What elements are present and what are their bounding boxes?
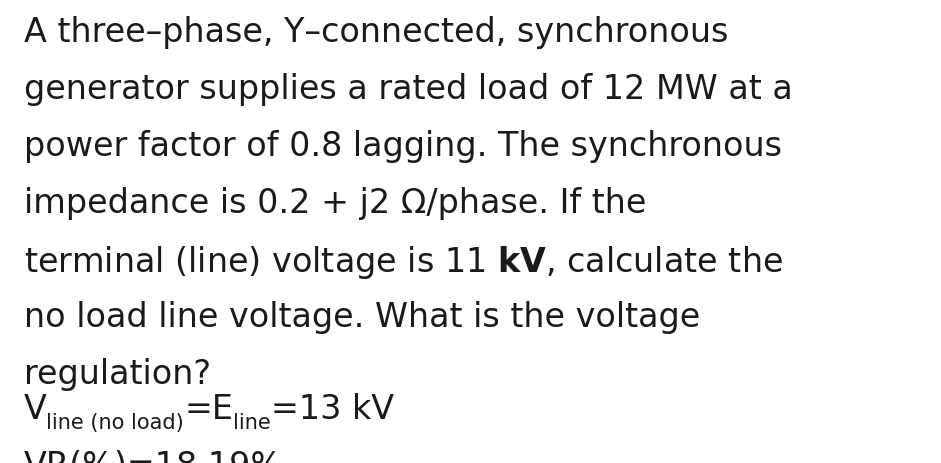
Text: impedance is 0.2 + j2 Ω/phase. If the: impedance is 0.2 + j2 Ω/phase. If the bbox=[24, 187, 646, 220]
Text: V: V bbox=[24, 394, 46, 426]
Text: generator supplies a rated load of 12 MW at a: generator supplies a rated load of 12 MW… bbox=[24, 73, 792, 106]
Text: power factor of 0.8 lagging. The synchronous: power factor of 0.8 lagging. The synchro… bbox=[24, 130, 782, 163]
Text: regulation?: regulation? bbox=[24, 358, 211, 391]
Text: VR(%)=18.19%: VR(%)=18.19% bbox=[24, 450, 282, 463]
Text: terminal (line) voltage is 11 $\mathbf{kV}$, calculate the: terminal (line) voltage is 11 $\mathbf{k… bbox=[24, 244, 782, 281]
Text: line (no load): line (no load) bbox=[46, 413, 184, 433]
Text: no load line voltage. What is the voltage: no load line voltage. What is the voltag… bbox=[24, 301, 700, 334]
Text: A three–phase, Y–connected, synchronous: A three–phase, Y–connected, synchronous bbox=[24, 16, 728, 49]
Text: line: line bbox=[233, 413, 271, 433]
Text: =E: =E bbox=[184, 394, 233, 426]
Text: =13 kV: =13 kV bbox=[271, 394, 394, 426]
